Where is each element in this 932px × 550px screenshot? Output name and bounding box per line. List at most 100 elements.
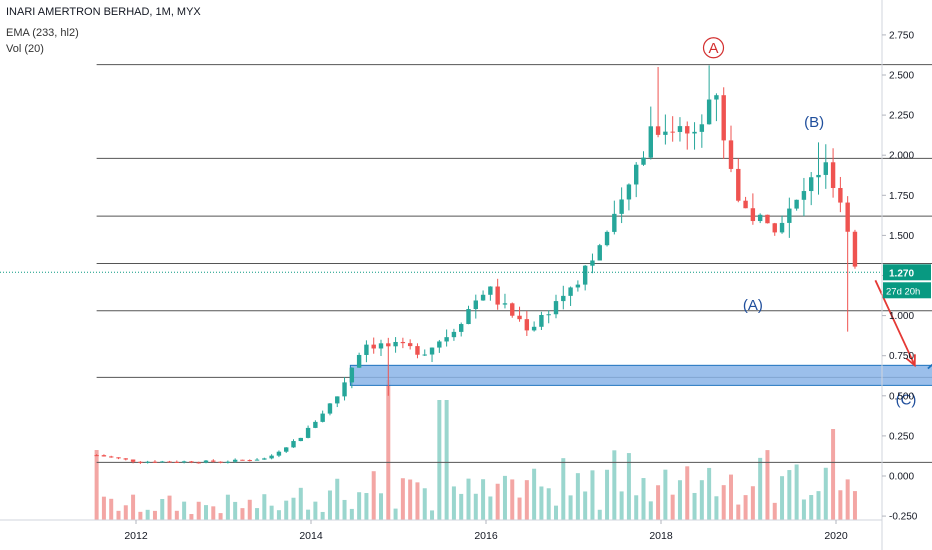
support-zone[interactable] [349,364,932,386]
candle-body [174,461,180,463]
wave-circle [702,37,725,59]
candle-body [714,95,719,100]
candle-body [517,315,522,320]
red-arrow-head[interactable] [905,354,916,368]
volume-bar [852,491,857,520]
volume-bar [306,509,311,520]
volume-bar [415,482,420,520]
volume-bar [466,478,471,520]
candle-body [619,199,624,214]
price-axis[interactable]: 2.7502.5002.2502.0001.7501.5001.2501.000… [881,0,931,550]
volume-bar [262,494,267,520]
candle-body [510,303,515,316]
candle-body [415,346,420,355]
price-tick-label: 1.750 [889,191,914,202]
volume-bar [196,501,201,520]
candle-body [816,174,821,178]
candle-body [743,200,748,209]
candle-body [284,447,289,452]
volume-bar [327,490,332,520]
volume-bar [721,485,726,520]
volume-bar [714,496,719,520]
candle-body [211,460,216,462]
volume-bar [634,495,639,520]
candle-body [838,188,843,203]
indicator-volume[interactable]: Vol (20) [6,43,44,55]
wave-label: (B) [804,114,824,131]
volume-bar [379,493,383,520]
indicator-ema[interactable]: EMA (233, hl2) [6,27,79,39]
volume-bar [233,501,238,520]
candle-body [335,396,340,404]
candle-body [546,314,551,316]
candle-body [145,461,150,463]
candle-body [677,126,683,132]
volume-bar [284,500,289,520]
candle-body [531,326,537,331]
time-tick-label: 2012 [124,530,148,542]
candle-body [852,231,858,267]
volume-bar [298,487,303,520]
volume-bar [320,511,325,520]
candle-body [459,324,464,332]
volume-bar [765,450,770,520]
volume-bar [225,494,230,520]
volume-bar [349,508,354,520]
countdown-badge[interactable] [883,282,931,299]
volume-bar [816,491,821,520]
time-tick-label: 2018 [649,530,673,542]
price-tick-label: 2.500 [889,71,914,82]
support-zone-box[interactable] [349,364,932,386]
volume-bar [189,514,194,520]
volume-bar [400,478,405,520]
candle-body [787,208,792,223]
candle-body [830,162,836,189]
time-axis[interactable]: 201220142016201820202022202420262028 [0,519,932,542]
candle-body [692,131,697,134]
blue-arrow-shaft[interactable] [927,41,932,370]
volume-bar [342,499,347,520]
volume-bar [131,494,136,520]
volume-bar [583,491,588,520]
candle-body [152,461,158,463]
candle-body [466,309,471,325]
volume-bar [605,469,610,520]
candle-body [495,286,500,305]
candle-body [765,214,770,224]
candle-body [437,341,442,348]
volume-bar [364,493,369,520]
volume-bars [94,380,857,520]
volume-bar [240,508,245,520]
current-price-badge[interactable] [883,264,931,281]
volume-bar [218,513,223,520]
candle-body [451,331,457,338]
candles [94,65,858,464]
volume-bar [597,509,602,520]
price-tick-label: 1.500 [889,231,914,242]
volume-bar [699,480,704,520]
volume-bar [780,476,785,520]
volume-bar [801,499,806,520]
volume-bar [335,478,340,520]
wave-label: (A) [743,297,763,314]
volume-bar [750,486,755,520]
wave-label: (C) [896,392,917,409]
candle-body [721,95,726,141]
volume-bar [539,486,544,520]
candle-body [502,303,508,305]
candle-body [342,382,347,397]
volume-bar [685,466,690,520]
candle-body [276,451,282,456]
candle-body [699,124,705,132]
volume-bar [794,464,799,520]
volume-bar [451,486,456,520]
volume-bar [138,511,143,520]
candle-body [706,99,712,125]
price-tick-label: 0.750 [889,351,914,362]
volume-bar [692,492,697,520]
volume-bar [167,495,172,520]
candle-body [247,460,252,462]
price-tick-label: 2.750 [889,30,914,41]
volume-bar [444,400,449,520]
